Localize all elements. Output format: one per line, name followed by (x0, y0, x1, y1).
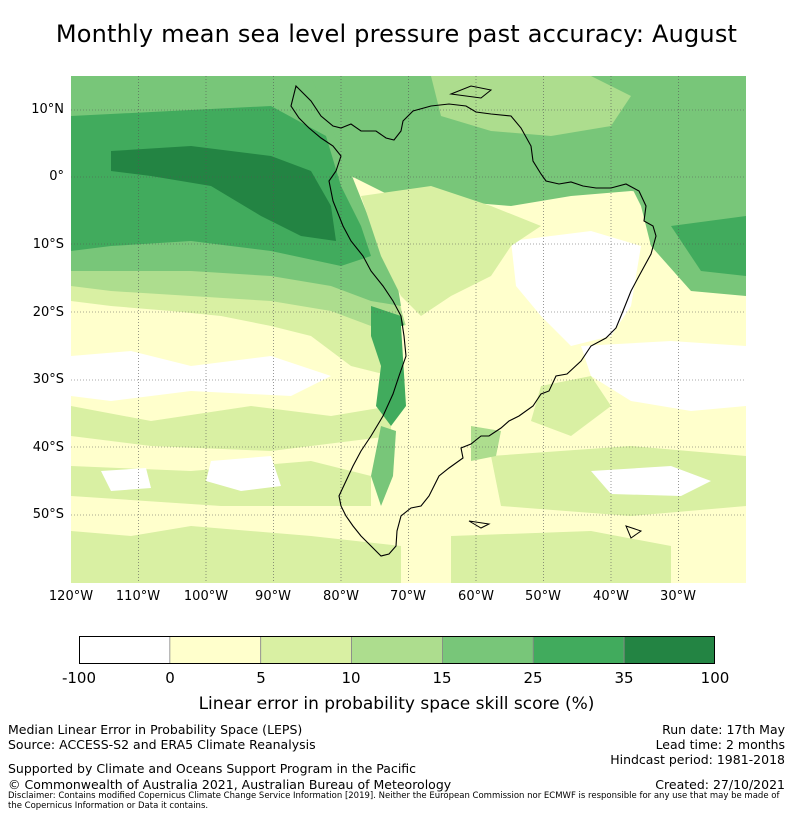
lat-label-50s: 50°S (32, 507, 64, 522)
colorbar-tick-0: 0 (165, 669, 175, 687)
map-title: Monthly mean sea level pressure past acc… (55, 20, 738, 48)
footer-leps: Median Linear Error in Probability Space… (8, 722, 303, 737)
lat-label-20s: 20°S (32, 305, 64, 320)
lon-label-50w: 50°W (525, 589, 561, 604)
lon-label-120w: 120°W (48, 589, 94, 604)
colorbar (79, 636, 715, 664)
lon-label-60w: 60°W (458, 589, 494, 604)
lon-label-80w: 80°W (323, 589, 359, 604)
colorbar-segment (79, 636, 171, 664)
colorbar-tick-35: 35 (614, 669, 634, 687)
colorbar-tick-10: 10 (341, 669, 361, 687)
footer-run-date: Run date: 17th May (662, 722, 785, 737)
lat-label-10n: 10°N (31, 102, 64, 117)
colorbar-tick-100: 100 (700, 669, 730, 687)
footer-support: Supported by Climate and Oceans Support … (8, 761, 417, 776)
colorbar-label: Linear error in probability space skill … (198, 694, 595, 714)
footer-copyright: © Commonwealth of Australia 2021, Austra… (8, 777, 452, 792)
lon-label-70w: 70°W (390, 589, 426, 604)
colorbar-tick-15: 15 (432, 669, 452, 687)
lon-label-90w: 90°W (255, 589, 291, 604)
lon-label-40w: 40°W (593, 589, 629, 604)
footer-created: Created: 27/10/2021 (655, 777, 785, 792)
colorbar-tick-neg100: -100 (61, 669, 97, 687)
skill-map (71, 76, 746, 583)
footer-lead-time: Lead time: 2 months (655, 737, 785, 752)
colorbar-tick-25: 25 (523, 669, 543, 687)
footer-source: Source: ACCESS-S2 and ERA5 Climate Reana… (8, 737, 316, 752)
gridlines (71, 76, 746, 583)
lon-label-30w: 30°W (660, 589, 696, 604)
footer-hindcast: Hindcast period: 1981-2018 (610, 752, 785, 767)
lon-label-110w: 110°W (115, 589, 161, 604)
colorbar-segment (442, 636, 534, 664)
lon-label-100w: 100°W (183, 589, 229, 604)
colorbar-segment (623, 636, 715, 664)
coastline (290, 84, 657, 557)
lat-label-40s: 40°S (32, 440, 64, 455)
colorbar-segment (351, 636, 443, 664)
colorbar-segment (260, 636, 352, 664)
lat-label-30s: 30°S (32, 372, 64, 387)
colorbar-segment (169, 636, 262, 664)
colorbar-border (79, 636, 715, 664)
lat-label-0: 0° (49, 169, 64, 184)
lat-label-10s: 10°S (32, 237, 64, 252)
footer-disclaimer: Disclaimer: Contains modified Copernicus… (8, 791, 780, 811)
colorbar-tick-5: 5 (256, 669, 266, 687)
colorbar-segment (532, 636, 625, 664)
